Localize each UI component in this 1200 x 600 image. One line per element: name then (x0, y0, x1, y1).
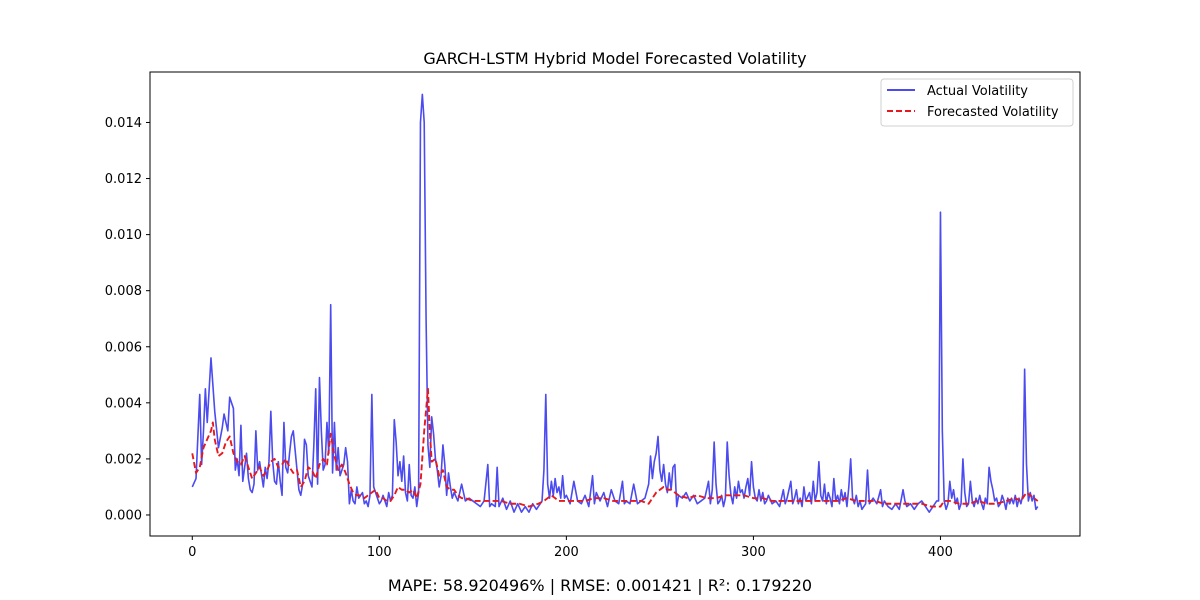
y-axis: 0.000 0.002 0.004 0.006 0.008 0.010 0.012 0.014 (105, 116, 150, 523)
series-line-actual-volatility (191, 93, 1039, 513)
chart-title: GARCH-LSTM Hybrid Model Forecasted Volat… (423, 49, 806, 68)
y-tick-label: 0.006 (105, 340, 142, 355)
series-line-forecasted-volatility (191, 387, 1039, 508)
y-tick-label: 0.004 (105, 396, 142, 411)
metrics-caption: MAPE: 58.920496% | RMSE: 0.001421 | R²: … (387, 576, 813, 595)
y-tick-label: 0.010 (105, 228, 142, 243)
x-axis: 0 100 200 300 400 (188, 536, 953, 560)
y-tick-label: 0.008 (105, 284, 142, 299)
legend-label-forecast: Forecasted Volatility (927, 105, 1059, 120)
y-tick-label: 0.000 (105, 508, 142, 523)
plot-area (191, 93, 1039, 513)
axes-frame (149, 71, 1081, 537)
x-tick-label: 0 (188, 545, 196, 560)
x-tick-label: 100 (367, 545, 392, 560)
x-tick-label: 200 (554, 545, 579, 560)
y-tick-label: 0.014 (105, 116, 142, 131)
legend-box (880, 78, 1074, 127)
legend: Actual Volatility Forecasted Volatility (880, 78, 1074, 127)
x-tick-label: 400 (928, 545, 953, 560)
y-tick-label: 0.012 (105, 172, 142, 187)
x-tick-label: 300 (741, 545, 766, 560)
legend-label-actual: Actual Volatility (927, 84, 1028, 99)
y-tick-label: 0.002 (105, 452, 142, 467)
